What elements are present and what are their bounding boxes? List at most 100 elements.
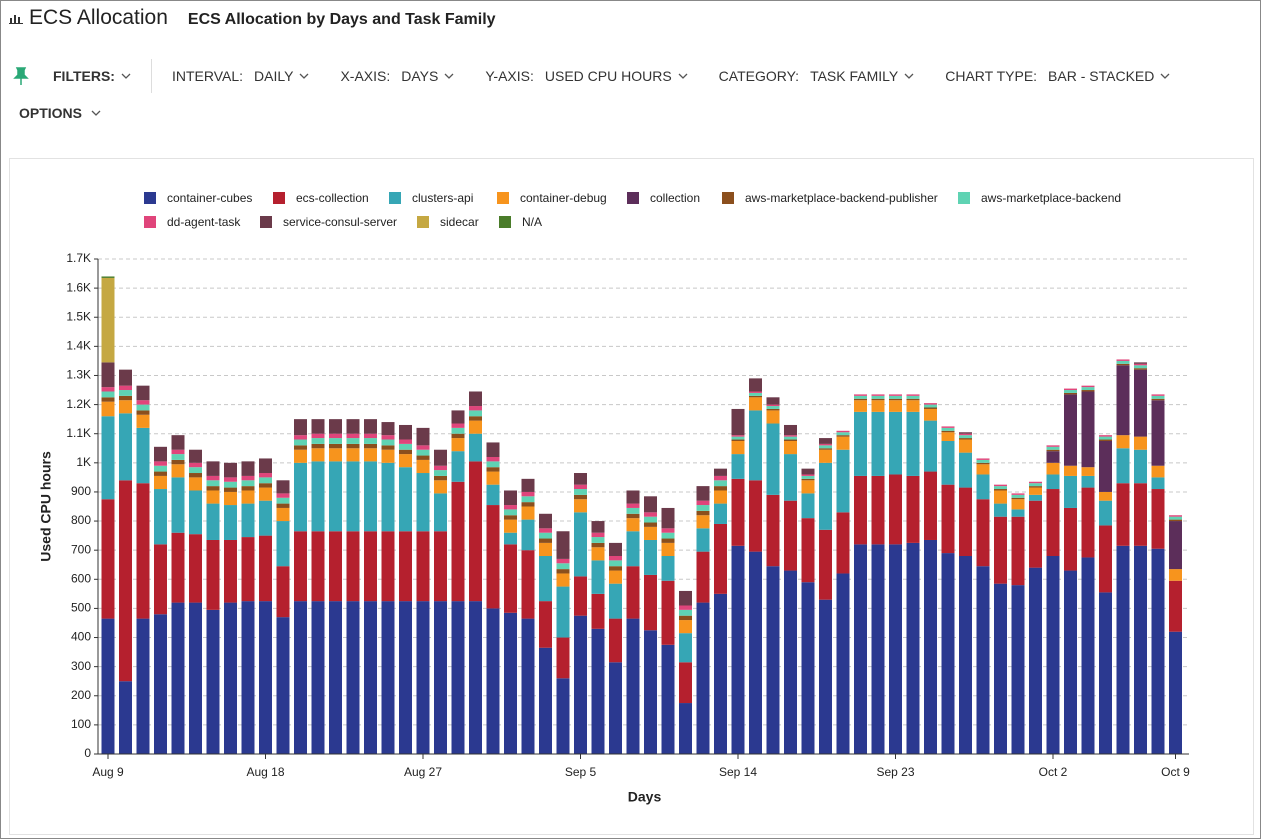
bar-segment bbox=[556, 678, 570, 754]
bar-segment bbox=[1134, 449, 1147, 484]
bar-segment bbox=[854, 544, 867, 754]
bar-segment bbox=[766, 494, 780, 567]
legend-swatch bbox=[499, 216, 511, 228]
bar-segment bbox=[591, 628, 605, 754]
chevron bbox=[904, 73, 914, 79]
bar-segment bbox=[994, 503, 1007, 517]
dropdown-value[interactable]: DAILY bbox=[254, 68, 294, 84]
bar-segment bbox=[469, 391, 482, 407]
bar-segment bbox=[679, 662, 692, 704]
bar-segment bbox=[171, 477, 185, 533]
bar-segment bbox=[521, 478, 535, 492]
bar-segment bbox=[1169, 631, 1182, 754]
bar-segment bbox=[101, 391, 115, 398]
bar-segment bbox=[416, 459, 430, 474]
bar-segment bbox=[381, 439, 395, 446]
bar-segment bbox=[591, 532, 605, 538]
bar-segment bbox=[609, 556, 622, 561]
x-tick-label: Oct 9 bbox=[1161, 765, 1190, 779]
bar-segment bbox=[871, 394, 885, 396]
legend-swatch bbox=[389, 192, 401, 204]
bar-segment bbox=[959, 433, 972, 436]
bar-segment bbox=[136, 427, 150, 484]
y-axis-label: Used CPU hours bbox=[38, 451, 54, 562]
toolbar-dropdown[interactable]: CHART TYPE: BAR - STACKED bbox=[945, 68, 1170, 84]
bar-segment bbox=[1134, 368, 1147, 370]
bar-segment bbox=[1046, 556, 1060, 754]
bar-segment bbox=[521, 618, 535, 754]
bar-segment bbox=[119, 369, 132, 386]
bar-segment bbox=[171, 449, 185, 455]
y-tick-label: 200 bbox=[71, 688, 91, 702]
bar-segment bbox=[276, 480, 290, 494]
bar-segment bbox=[1151, 398, 1165, 401]
pin-icon[interactable] bbox=[13, 67, 29, 85]
legend-swatch bbox=[144, 192, 156, 204]
bar-segment bbox=[241, 601, 255, 754]
bar-segment bbox=[906, 400, 920, 412]
bar-segment bbox=[626, 503, 640, 508]
toolbar-dropdown[interactable]: Y-AXIS: USED CPU HOURS bbox=[485, 68, 688, 84]
bar-segment bbox=[171, 464, 185, 478]
x-tick-label: Sep 23 bbox=[876, 765, 914, 779]
chart-panel bbox=[9, 158, 1254, 835]
bar-segment bbox=[486, 471, 500, 485]
bar-segment bbox=[714, 490, 727, 504]
bar-segment bbox=[206, 475, 220, 481]
bar-segment bbox=[784, 435, 797, 437]
bar-segment bbox=[486, 457, 500, 462]
bar-segment bbox=[189, 462, 202, 468]
bar-segment bbox=[416, 449, 430, 456]
bar-segment bbox=[626, 507, 640, 514]
chart-icon bbox=[9, 15, 23, 24]
bar-segment bbox=[521, 506, 535, 520]
bar-segment bbox=[994, 486, 1007, 490]
toolbar-dropdown[interactable]: INTERVAL: DAILY bbox=[172, 68, 310, 84]
bar-segment bbox=[434, 449, 447, 466]
bar-segment bbox=[101, 416, 115, 500]
dropdown-value[interactable]: USED CPU HOURS bbox=[544, 68, 672, 84]
dropdown-value[interactable]: DAYS bbox=[401, 68, 439, 84]
bar-segment bbox=[591, 560, 605, 594]
bar-segment bbox=[154, 614, 167, 754]
bar-segment bbox=[1169, 516, 1182, 520]
bar-segment bbox=[434, 470, 447, 476]
toolbar-dropdown[interactable]: CATEGORY: TASK FAMILY bbox=[719, 68, 915, 84]
bar-segment bbox=[416, 473, 430, 532]
bar-segment bbox=[836, 432, 850, 436]
bar-segment bbox=[119, 681, 132, 754]
bar-segment bbox=[469, 416, 482, 421]
bar-segment bbox=[784, 454, 797, 501]
toolbar-dropdown[interactable]: X-AXIS: DAYS bbox=[340, 68, 454, 84]
bar-segment bbox=[381, 435, 395, 440]
y-tick-label: 600 bbox=[71, 571, 91, 585]
legend-swatch bbox=[497, 192, 509, 204]
bar-segment bbox=[679, 615, 692, 621]
bar-segment bbox=[329, 443, 342, 449]
bar-segment bbox=[154, 544, 167, 615]
bar-segment bbox=[136, 414, 150, 428]
bar-segment bbox=[276, 617, 290, 754]
bar-segment bbox=[504, 612, 517, 754]
bar-segment bbox=[1099, 592, 1112, 754]
bar-segment bbox=[311, 448, 325, 462]
bar-segment bbox=[696, 486, 710, 501]
bar-segment bbox=[731, 436, 745, 440]
bar-segment bbox=[381, 445, 395, 450]
bar-segment bbox=[1011, 499, 1025, 510]
bar-segment bbox=[189, 477, 202, 491]
bar-segment bbox=[364, 419, 377, 434]
filters-button[interactable]: FILTERS: bbox=[53, 68, 115, 84]
bar-segment bbox=[924, 539, 937, 754]
bar-segment bbox=[889, 400, 902, 412]
dropdown-value[interactable]: TASK FAMILY bbox=[810, 68, 899, 84]
bar-segment bbox=[119, 390, 132, 396]
options-button[interactable]: OPTIONS bbox=[19, 105, 101, 121]
options-label[interactable]: OPTIONS bbox=[19, 105, 83, 121]
x-tick-label: Aug 27 bbox=[404, 765, 442, 779]
dropdown-value[interactable]: BAR - STACKED bbox=[1048, 68, 1155, 84]
bar-segment bbox=[749, 391, 762, 393]
bar-segment bbox=[801, 518, 815, 583]
bar-segment bbox=[731, 440, 745, 455]
bar-segment bbox=[276, 493, 290, 498]
